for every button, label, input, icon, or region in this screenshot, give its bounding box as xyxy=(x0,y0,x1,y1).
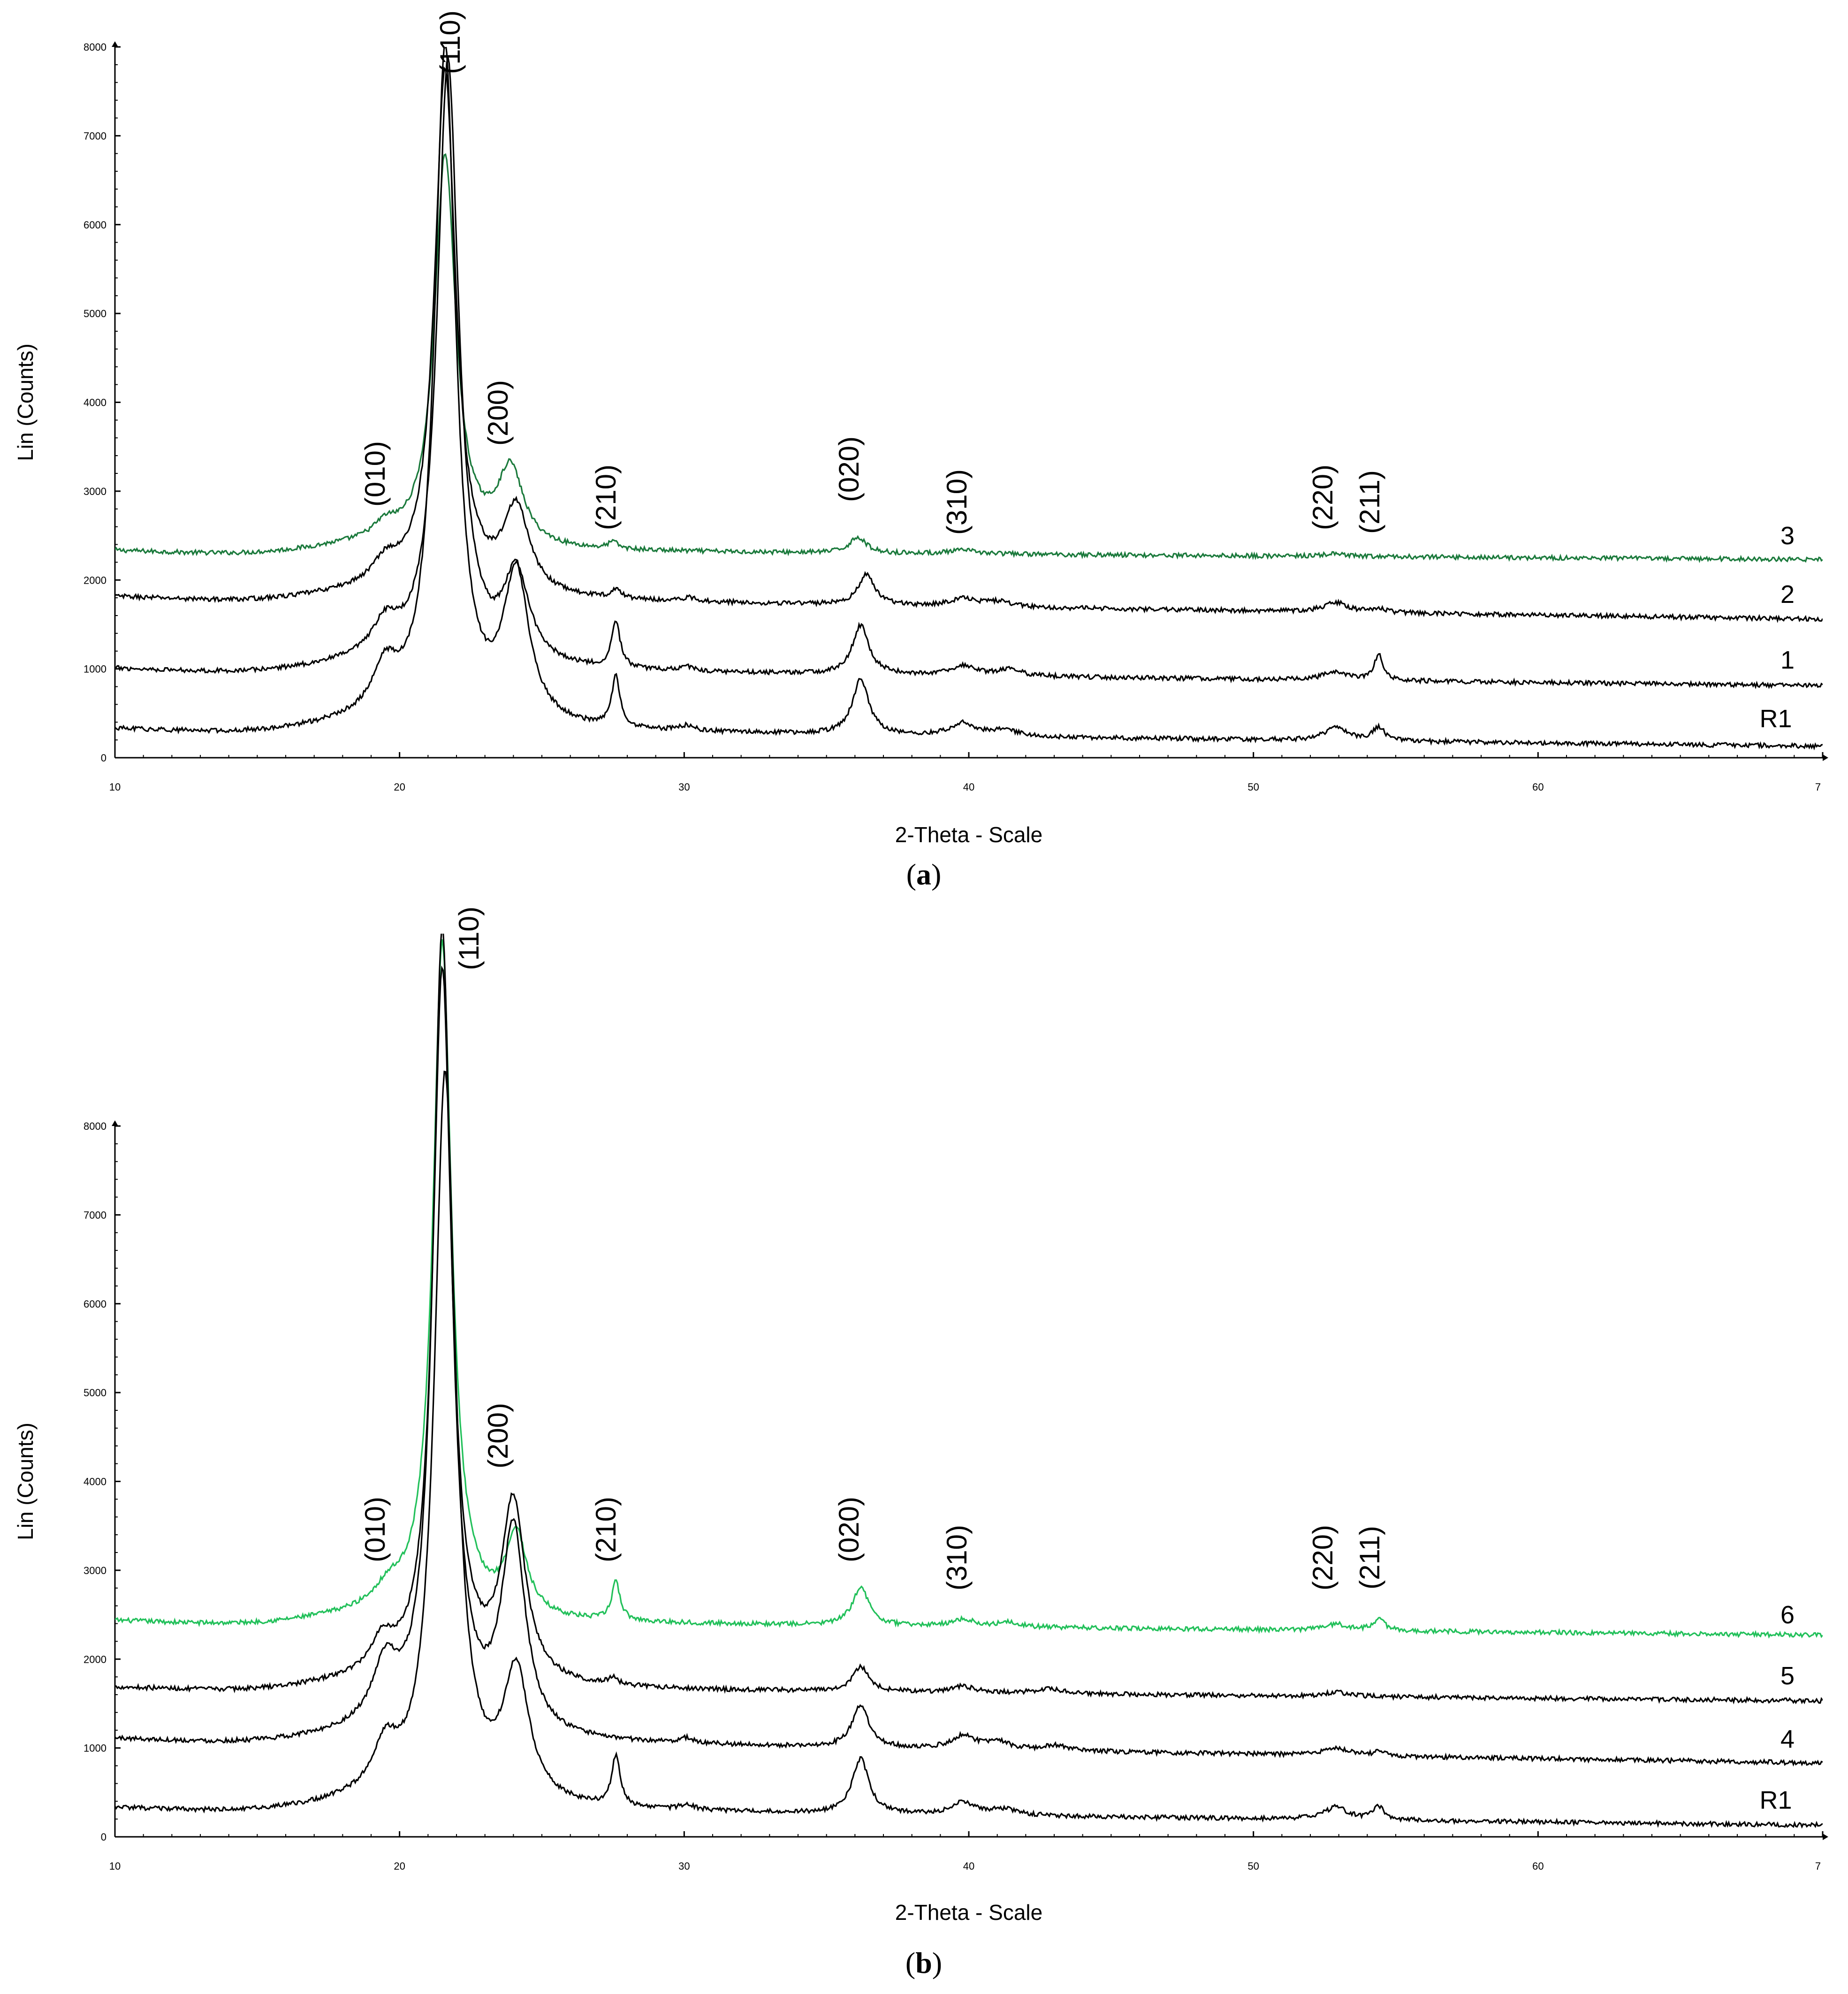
x-tick-label: 7 xyxy=(1815,781,1821,793)
trace-label-R1: R1 xyxy=(1759,1786,1792,1814)
peak-label: (020) xyxy=(833,436,865,502)
y-tick-label: 7000 xyxy=(84,1209,106,1221)
y-tick-label: 1000 xyxy=(84,1743,106,1754)
trace-3 xyxy=(115,153,1823,563)
x-tick-label: 10 xyxy=(109,781,121,793)
peak-label: (220) xyxy=(1307,1525,1338,1591)
y-tick-label: 1000 xyxy=(84,663,106,675)
x-tick-label: 60 xyxy=(1532,1860,1544,1872)
x-axis-title: 2-Theta - Scale xyxy=(895,1900,1042,1925)
y-axis-title: Lin (Counts) xyxy=(13,343,38,461)
y-axis-title: Lin (Counts) xyxy=(13,1423,38,1540)
y-tick-label: 6000 xyxy=(84,219,106,231)
y-tick-label: 3000 xyxy=(84,1565,106,1576)
y-tick-label: 6000 xyxy=(84,1298,106,1310)
trace-R1 xyxy=(115,47,1823,751)
x-tick-label: 20 xyxy=(394,781,405,793)
x-tick-label: 40 xyxy=(963,781,974,793)
trace-label-5: 5 xyxy=(1780,1662,1795,1690)
trace-5 xyxy=(115,965,1823,1705)
x-axis-arrow xyxy=(1823,754,1828,761)
trace-label-R1: R1 xyxy=(1759,705,1792,733)
panel-b-caption: (b) xyxy=(905,1946,942,1979)
x-tick-label: 40 xyxy=(963,1860,974,1872)
x-tick-label: 30 xyxy=(678,1860,690,1872)
trace-label-4: 4 xyxy=(1780,1725,1795,1753)
y-tick-label: 8000 xyxy=(84,41,106,53)
peak-label: (211) xyxy=(1354,1526,1385,1590)
trace-6 xyxy=(115,939,1823,1639)
y-tick-label: 0 xyxy=(101,752,106,764)
x-tick-label: 7 xyxy=(1815,1860,1821,1872)
y-tick-label: 2000 xyxy=(84,1653,106,1665)
peak-label: (200) xyxy=(482,380,514,446)
peak-label: (110) xyxy=(453,906,485,970)
peak-label: (010) xyxy=(359,1497,391,1562)
x-tick-label: 20 xyxy=(394,1860,405,1872)
trace-1 xyxy=(115,57,1823,689)
y-tick-label: 4000 xyxy=(84,1476,106,1488)
panel-a-chart: 0 1000 2000 3000 4000 5000 6000 7000 8000 10 20 30 4… xyxy=(13,10,1828,847)
trace-R1 xyxy=(115,1070,1823,1829)
peak-label: (210) xyxy=(590,464,622,530)
peak-label: (010) xyxy=(359,441,391,507)
y-axis-arrow xyxy=(112,1120,118,1126)
peak-label: (310) xyxy=(941,1525,973,1591)
x-axis-arrow xyxy=(1823,1834,1828,1840)
panel-a-caption: (a) xyxy=(906,858,942,891)
x-tick-label: 10 xyxy=(109,1860,121,1872)
panel-b-chart: 0 1000 2000 3000 4000 5000 6000 7000 8000 10 20 30 4… xyxy=(13,906,1828,1925)
x-tick-label: 50 xyxy=(1247,781,1259,793)
y-tick-label: 8000 xyxy=(84,1120,106,1132)
trace-label-3: 3 xyxy=(1780,522,1795,550)
x-axis-title: 2-Theta - Scale xyxy=(895,822,1042,847)
y-tick-label: 5000 xyxy=(84,308,106,320)
peak-label: (210) xyxy=(590,1497,622,1562)
peak-label: (020) xyxy=(833,1497,865,1562)
y-tick-label: 7000 xyxy=(84,130,106,142)
y-tick-label: 5000 xyxy=(84,1387,106,1399)
peak-label: (110) xyxy=(434,10,466,74)
trace-4 xyxy=(115,934,1823,1767)
y-tick-label: 0 xyxy=(101,1831,106,1843)
x-tick-label: 60 xyxy=(1532,781,1544,793)
y-axis-arrow xyxy=(112,41,118,47)
peak-label: (310) xyxy=(941,469,973,535)
x-tick-label: 30 xyxy=(678,781,690,793)
peak-label: (200) xyxy=(482,1403,514,1469)
trace-label-1: 1 xyxy=(1780,646,1795,674)
trace-2 xyxy=(115,66,1823,623)
peak-label: (211) xyxy=(1354,470,1385,534)
trace-label-6: 6 xyxy=(1780,1601,1795,1629)
peak-label: (220) xyxy=(1307,464,1338,530)
y-tick-label: 2000 xyxy=(84,574,106,586)
trace-label-2: 2 xyxy=(1780,580,1795,609)
x-tick-label: 50 xyxy=(1247,1860,1259,1872)
y-tick-label: 3000 xyxy=(84,486,106,497)
y-tick-label: 4000 xyxy=(84,397,106,409)
